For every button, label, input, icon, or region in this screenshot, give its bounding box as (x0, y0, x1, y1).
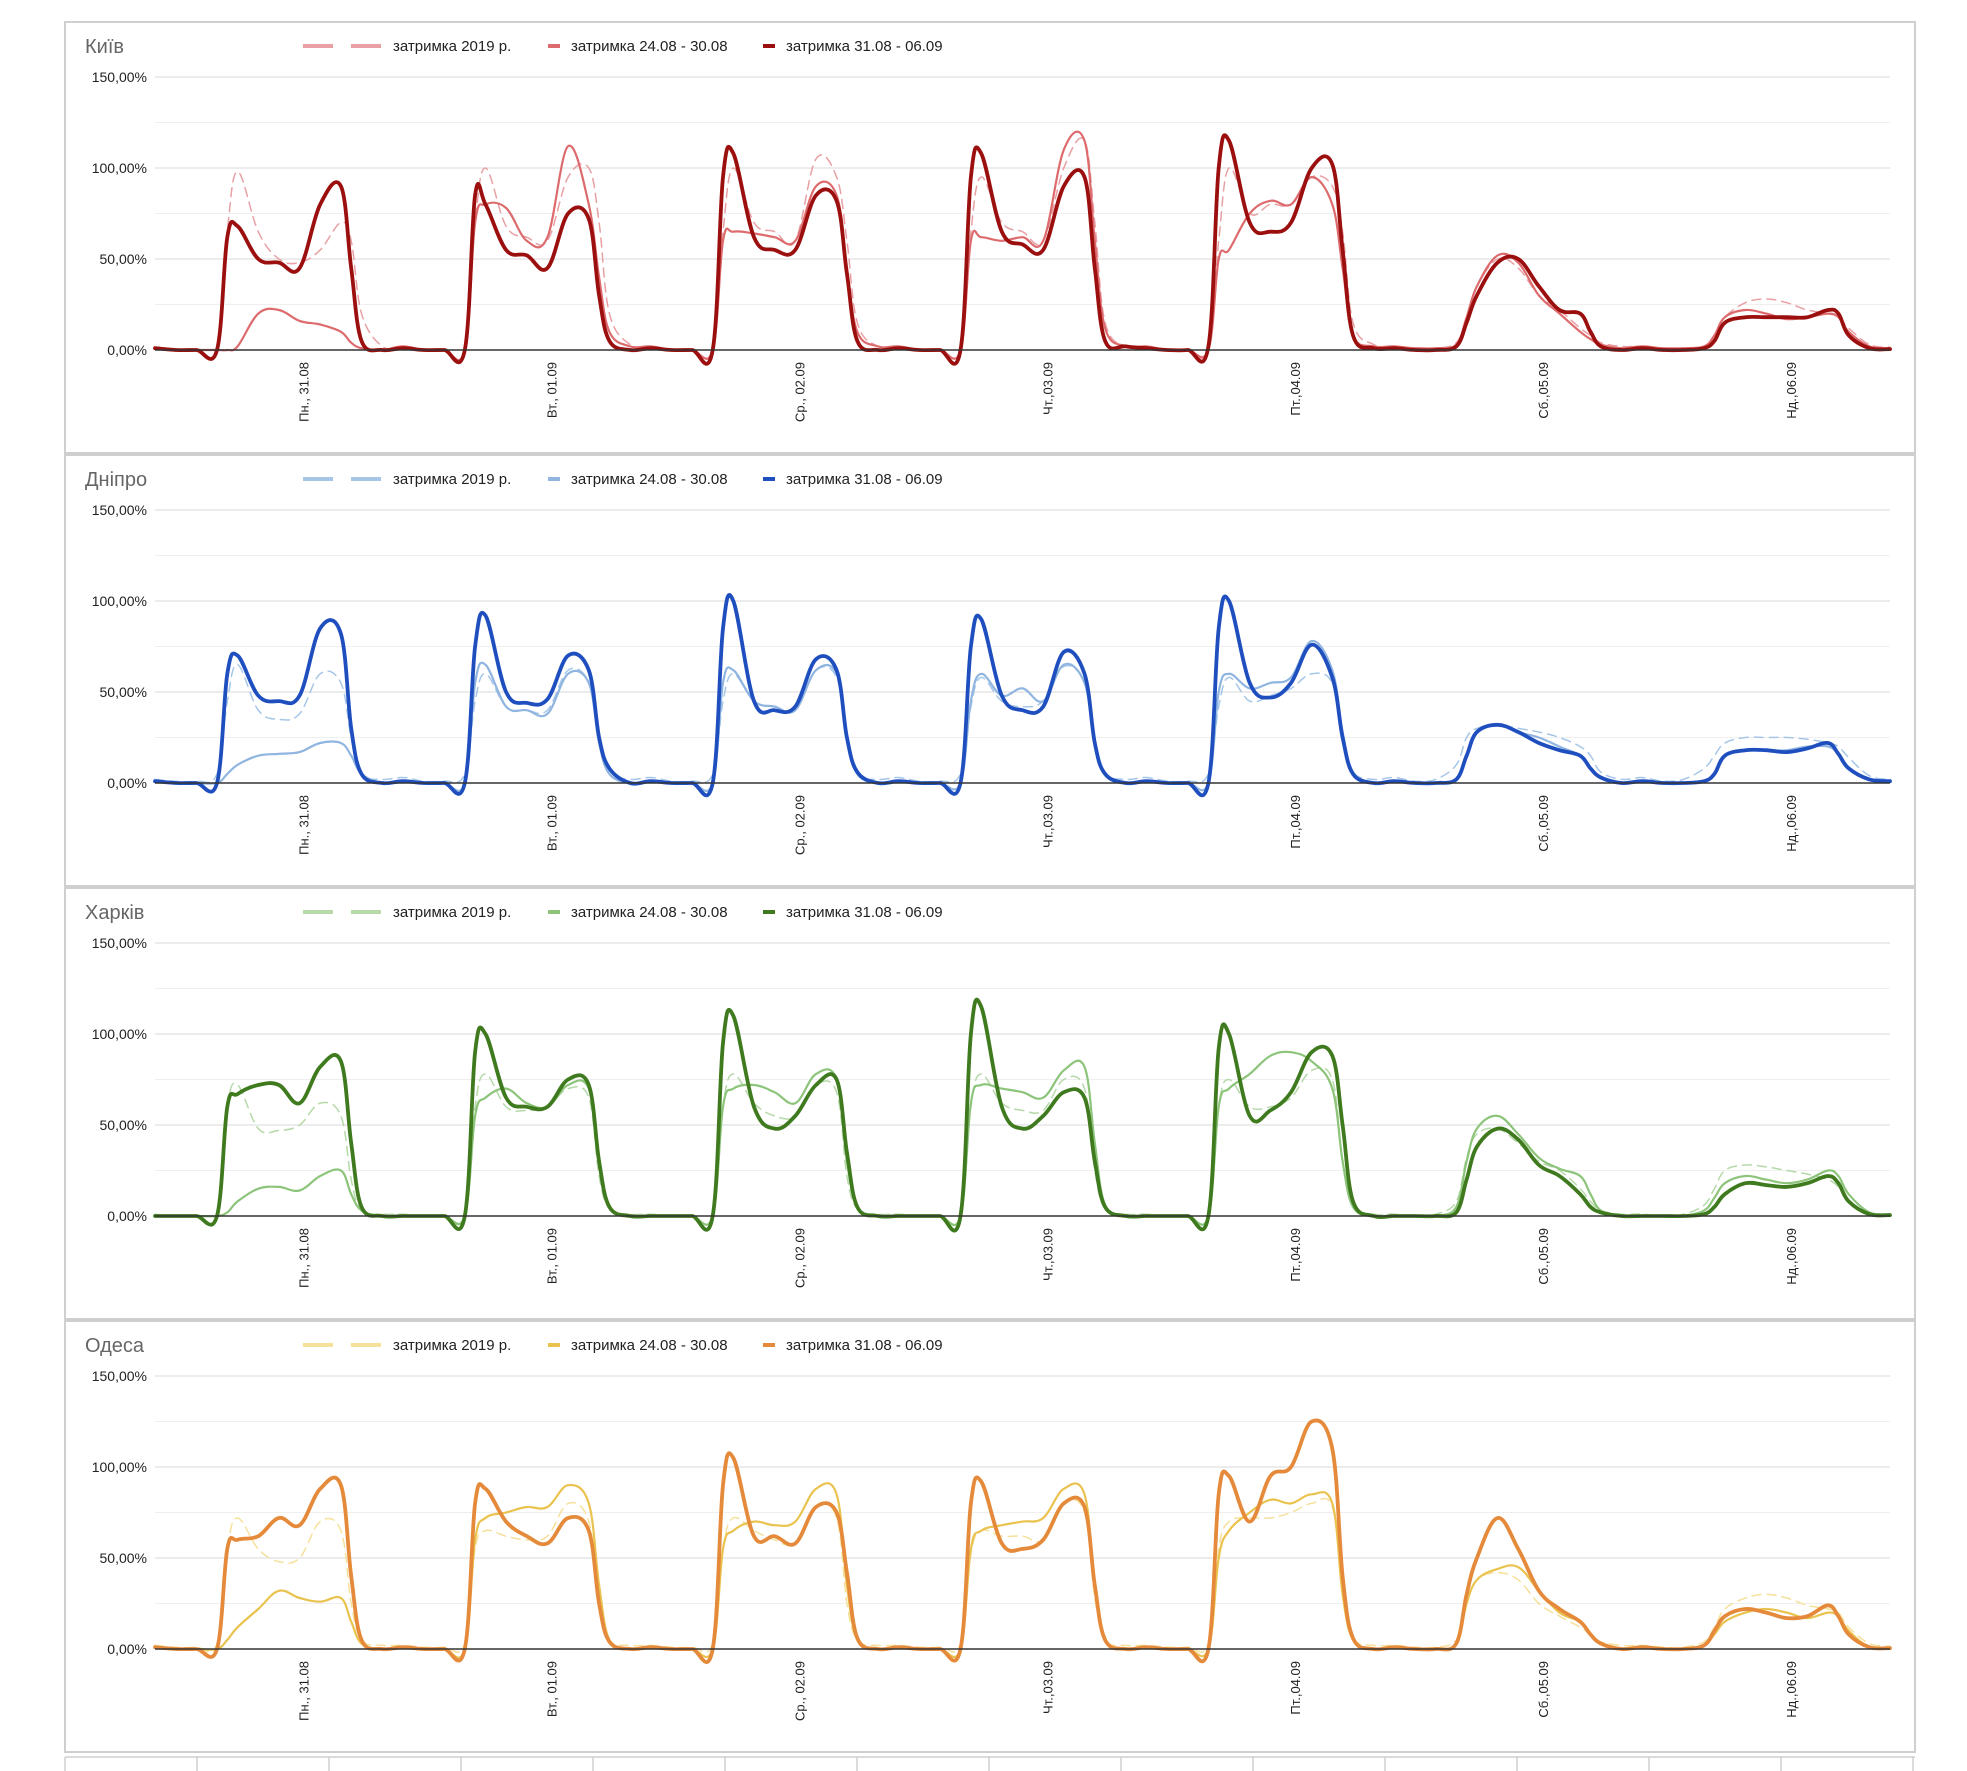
x-tick-label: Пн., 31.08 (297, 795, 312, 855)
panel-frame (64, 1320, 1916, 1753)
y-tick-label: 150,00% (92, 502, 147, 518)
series-line-2 (153, 593, 1892, 798)
y-tick-label: 100,00% (92, 1459, 147, 1475)
legend-item-0[interactable]: затримка 2019 р. (303, 38, 511, 55)
x-tick-label: Пн., 31.08 (297, 1661, 312, 1721)
chart-title: Дніпро (85, 469, 147, 491)
y-tick-label: 0,00% (107, 1641, 147, 1657)
x-tick-label: Нд.,06.09 (1784, 362, 1799, 419)
x-tick-label: Нд.,06.09 (1784, 795, 1799, 852)
x-tick-label: Сб.,05.09 (1536, 1228, 1551, 1285)
chart-panel-1: Дніпро затримка 2019 р. затримка 24.08 - 3… (64, 454, 1916, 887)
y-tick-label: 50,00% (100, 1117, 147, 1133)
x-tick-label: Чт.,03.09 (1040, 1228, 1055, 1281)
x-tick-label: Пт.,04.09 (1288, 1661, 1303, 1715)
bottom-ruler (64, 1756, 1915, 1771)
panel-frame (64, 887, 1916, 1320)
legend-item-0[interactable]: затримка 2019 р. (303, 471, 511, 488)
legend-label: затримка 2019 р. (393, 471, 511, 488)
x-tick-label: Вт., 01.09 (545, 362, 560, 418)
chart-title: Харків (85, 902, 144, 924)
x-tick-label: Чт.,03.09 (1040, 1661, 1055, 1714)
x-tick-label: Чт.,03.09 (1040, 362, 1055, 415)
chart-panel-3: Одеса затримка 2019 р. затримка 24.08 - 30… (64, 1320, 1916, 1753)
x-tick-label: Вт., 01.09 (545, 1661, 560, 1717)
legend-item-1[interactable]: затримка 24.08 - 30.08 (548, 1337, 728, 1354)
legend-label: затримка 24.08 - 30.08 (571, 471, 728, 488)
chart-title: Одеса (85, 1335, 145, 1357)
x-tick-label: Сб.,05.09 (1536, 795, 1551, 852)
x-tick-label: Ср., 02.09 (792, 1661, 807, 1721)
legend-item-1[interactable]: затримка 24.08 - 30.08 (548, 904, 728, 921)
series-line-1 (153, 1050, 1892, 1227)
x-tick-label: Сб.,05.09 (1536, 1661, 1551, 1718)
x-tick-label: Нд.,06.09 (1784, 1228, 1799, 1285)
legend-label: затримка 2019 р. (393, 1337, 511, 1354)
series-line-0 (154, 663, 1891, 784)
x-tick-label: Чт.,03.09 (1040, 795, 1055, 848)
x-tick-label: Пн., 31.08 (297, 1228, 312, 1288)
y-tick-label: 0,00% (107, 342, 147, 358)
legend-label: затримка 31.08 - 06.09 (786, 904, 943, 921)
y-tick-label: 150,00% (92, 69, 147, 85)
y-tick-label: 50,00% (100, 251, 147, 267)
legend-label: затримка 31.08 - 06.09 (786, 1337, 943, 1354)
legend-label: затримка 2019 р. (393, 38, 511, 55)
y-tick-label: 50,00% (100, 1550, 147, 1566)
legend-item-0[interactable]: затримка 2019 р. (303, 1337, 511, 1354)
legend-item-2[interactable]: затримка 31.08 - 06.09 (763, 471, 943, 488)
panel-frame (64, 21, 1916, 454)
legend-item-1[interactable]: затримка 24.08 - 30.08 (548, 38, 728, 55)
y-tick-label: 0,00% (107, 775, 147, 791)
legend-item-0[interactable]: затримка 2019 р. (303, 904, 511, 921)
legend-label: затримка 24.08 - 30.08 (571, 1337, 728, 1354)
legend-label: затримка 31.08 - 06.09 (786, 38, 943, 55)
y-tick-label: 100,00% (92, 593, 147, 609)
legend-item-1[interactable]: затримка 24.08 - 30.08 (548, 471, 728, 488)
chart-title: Київ (85, 36, 124, 58)
x-tick-label: Вт., 01.09 (545, 795, 560, 851)
x-tick-label: Вт., 01.09 (545, 1228, 560, 1284)
series-line-2 (153, 133, 1892, 366)
y-tick-label: 100,00% (92, 160, 147, 176)
legend-item-2[interactable]: затримка 31.08 - 06.09 (763, 1337, 943, 1354)
legend-label: затримка 2019 р. (393, 904, 511, 921)
legend-item-2[interactable]: затримка 31.08 - 06.09 (763, 904, 943, 921)
legend-label: затримка 24.08 - 30.08 (571, 904, 728, 921)
x-tick-label: Ср., 02.09 (792, 1228, 807, 1288)
chart-panel-0: Київ затримка 2019 р. затримка 24.08 - 30.… (64, 21, 1916, 454)
chart-panel-2: Харків затримка 2019 р. затримка 24.08 - 3… (64, 887, 1916, 1320)
series-line-2 (153, 997, 1892, 1233)
x-tick-label: Ср., 02.09 (792, 795, 807, 855)
legend-label: затримка 24.08 - 30.08 (571, 38, 728, 55)
panel-frame (64, 454, 1916, 887)
y-tick-label: 150,00% (92, 935, 147, 951)
x-tick-label: Сб.,05.09 (1536, 362, 1551, 419)
x-tick-label: Ср., 02.09 (792, 362, 807, 422)
y-tick-label: 100,00% (92, 1026, 147, 1042)
y-tick-label: 0,00% (107, 1208, 147, 1224)
legend-item-2[interactable]: затримка 31.08 - 06.09 (763, 38, 943, 55)
x-tick-label: Нд.,06.09 (1784, 1661, 1799, 1718)
legend-label: затримка 31.08 - 06.09 (786, 471, 943, 488)
x-tick-label: Пт.,04.09 (1288, 362, 1303, 416)
y-tick-label: 150,00% (92, 1368, 147, 1384)
y-tick-label: 50,00% (100, 684, 147, 700)
x-tick-label: Пн., 31.08 (297, 362, 312, 422)
x-tick-label: Пт.,04.09 (1288, 1228, 1303, 1282)
series-line-2 (153, 1418, 1892, 1665)
x-tick-label: Пт.,04.09 (1288, 795, 1303, 849)
